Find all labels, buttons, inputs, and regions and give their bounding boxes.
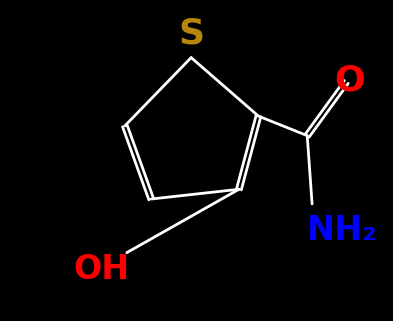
Text: O: O	[334, 63, 365, 97]
Text: NH₂: NH₂	[307, 214, 378, 247]
Text: OH: OH	[73, 253, 129, 286]
Text: S: S	[178, 17, 204, 51]
